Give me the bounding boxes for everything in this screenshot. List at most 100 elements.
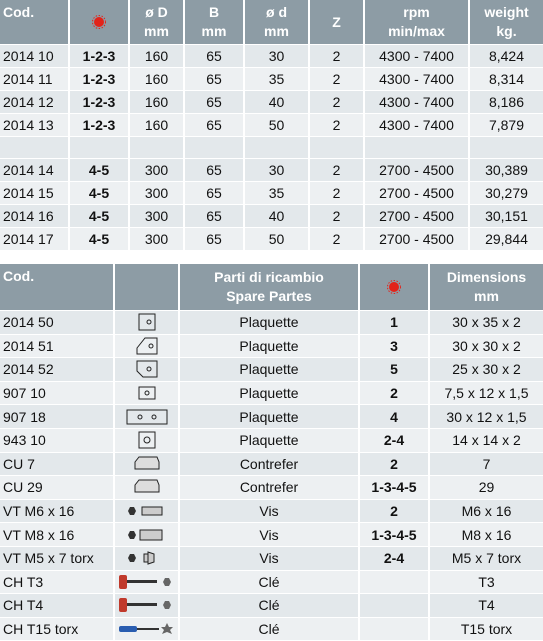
cell-text: Plaquette bbox=[239, 432, 299, 449]
cell: T4 bbox=[430, 594, 543, 618]
data-row: 907 18 Plaquette 4 30 x 12 x 1,5 bbox=[0, 405, 543, 429]
cell bbox=[365, 137, 470, 159]
cell: 30,151 bbox=[470, 205, 543, 228]
cell-text: 25 x 30 x 2 bbox=[452, 361, 521, 378]
cell: 50 bbox=[245, 228, 310, 251]
red-dot bbox=[387, 280, 401, 294]
data-row: VT M6 x 16 Vis 2 M6 x 16 bbox=[0, 499, 543, 524]
cell: 2 bbox=[310, 228, 365, 251]
cell-text: VT M5 x 7 torx bbox=[3, 550, 94, 567]
cell-text: Clé bbox=[258, 597, 280, 614]
cell-text: 2 bbox=[332, 208, 341, 224]
cell-text: 5 bbox=[390, 361, 398, 378]
cell: 300 bbox=[130, 182, 185, 205]
cell: Plaquette bbox=[180, 381, 360, 406]
cell: CU 29 bbox=[0, 476, 115, 500]
cell: Plaquette bbox=[180, 311, 360, 335]
cell bbox=[115, 428, 180, 453]
cell: 160 bbox=[130, 114, 185, 137]
cell-text: 8,314 bbox=[488, 71, 525, 87]
cell: 4300 - 7400 bbox=[365, 91, 470, 114]
cell: 2700 - 4500 bbox=[365, 205, 470, 228]
cell: Cod. bbox=[0, 264, 115, 311]
cell: 7,5 x 12 x 1,5 bbox=[430, 381, 543, 406]
cell-text: 4300 - 7400 bbox=[379, 48, 454, 64]
cell: 4-5 bbox=[70, 205, 130, 228]
cell: M6 x 16 bbox=[430, 499, 543, 524]
cell-text: 40 bbox=[268, 208, 285, 224]
header-text: Parti di ricambio bbox=[214, 269, 324, 285]
cell bbox=[115, 381, 180, 406]
cell: 65 bbox=[185, 68, 245, 91]
cell: 2700 - 4500 bbox=[365, 182, 470, 205]
cell: 2-4 bbox=[360, 546, 430, 571]
cell bbox=[115, 311, 180, 335]
cell bbox=[115, 264, 180, 311]
cell-text: 2700 - 4500 bbox=[379, 231, 454, 247]
cell-text: 30,151 bbox=[485, 208, 528, 224]
cell-text: VT M6 x 16 bbox=[3, 503, 75, 520]
data-row: 2014 16 4-5 300 65 40 2 2700 - 4500 30,151 bbox=[0, 205, 543, 228]
cell: 4 bbox=[360, 405, 430, 429]
cell: CH T3 bbox=[0, 570, 115, 595]
cell: M5 x 7 torx bbox=[430, 546, 543, 571]
cell-text: 2 bbox=[390, 385, 398, 402]
cell bbox=[310, 137, 365, 159]
cell: 40 bbox=[245, 91, 310, 114]
data-row: 907 10 Plaquette 2 7,5 x 12 x 1,5 bbox=[0, 381, 543, 406]
header-text: Cod. bbox=[3, 4, 35, 20]
cell: 1 bbox=[360, 311, 430, 335]
cell: 2014 13 bbox=[0, 114, 70, 137]
cell: Contrefer bbox=[180, 452, 360, 477]
part-icon bbox=[136, 360, 157, 378]
cell bbox=[115, 499, 180, 524]
cell: 160 bbox=[130, 45, 185, 68]
cell-text: T4 bbox=[478, 597, 495, 614]
cell-text: 2-4 bbox=[383, 550, 405, 567]
cell-text: 4300 - 7400 bbox=[379, 94, 454, 110]
cell-text: 300 bbox=[144, 185, 169, 201]
cell-text: 2014 15 bbox=[3, 185, 54, 201]
cell-text: 30 bbox=[268, 48, 285, 64]
cell-text: Plaquette bbox=[239, 408, 299, 425]
cell: 4300 - 7400 bbox=[365, 45, 470, 68]
cell-text: 4-5 bbox=[88, 162, 110, 178]
cell-text: 2 bbox=[332, 117, 341, 133]
header-text: B bbox=[208, 4, 220, 20]
cell bbox=[115, 617, 180, 641]
cell: 40 bbox=[245, 205, 310, 228]
cell-text: 8,186 bbox=[488, 94, 525, 110]
data-row: CH T4 Clé T4 bbox=[0, 594, 543, 618]
cell: 65 bbox=[185, 159, 245, 182]
cell-text: Vis bbox=[259, 526, 279, 543]
header-text: mm bbox=[144, 23, 169, 39]
cell bbox=[360, 617, 430, 641]
cell-text: CH T4 bbox=[3, 597, 44, 614]
cell: Vis bbox=[180, 523, 360, 547]
cell: Clé bbox=[180, 570, 360, 595]
cell-text: 2014 14 bbox=[3, 162, 54, 178]
cell-text: 3 bbox=[390, 337, 398, 354]
data-row: CU 29 Contrefer 1-3-4-5 29 bbox=[0, 476, 543, 500]
data-row: 2014 14 4-5 300 65 30 2 2700 - 4500 30,389 bbox=[0, 159, 543, 182]
cell: 2014 17 bbox=[0, 228, 70, 251]
cell-text: 2 bbox=[390, 503, 398, 520]
cell: 300 bbox=[130, 159, 185, 182]
header-text: rpm bbox=[403, 4, 430, 20]
cell: 65 bbox=[185, 205, 245, 228]
cell: 2 bbox=[310, 182, 365, 205]
cell-text: 2014 17 bbox=[3, 231, 54, 247]
part-icon bbox=[127, 529, 162, 541]
data-row: 943 10 Plaquette 2-4 14 x 14 x 2 bbox=[0, 428, 543, 453]
cell: 8,314 bbox=[470, 68, 543, 91]
cell bbox=[360, 570, 430, 595]
cell: 30 x 35 x 2 bbox=[430, 311, 543, 335]
cell-text: 300 bbox=[144, 208, 169, 224]
cell-text: 50 bbox=[268, 117, 285, 133]
data-row: 2014 12 1-2-3 160 65 40 2 4300 - 7400 8,186 bbox=[0, 91, 543, 114]
header-row: Cod. Parti di ricambio Spare Partes Dimensi… bbox=[0, 264, 543, 311]
cell: 2014 11 bbox=[0, 68, 70, 91]
cell-text: Plaquette bbox=[239, 385, 299, 402]
cell: Clé bbox=[180, 594, 360, 618]
